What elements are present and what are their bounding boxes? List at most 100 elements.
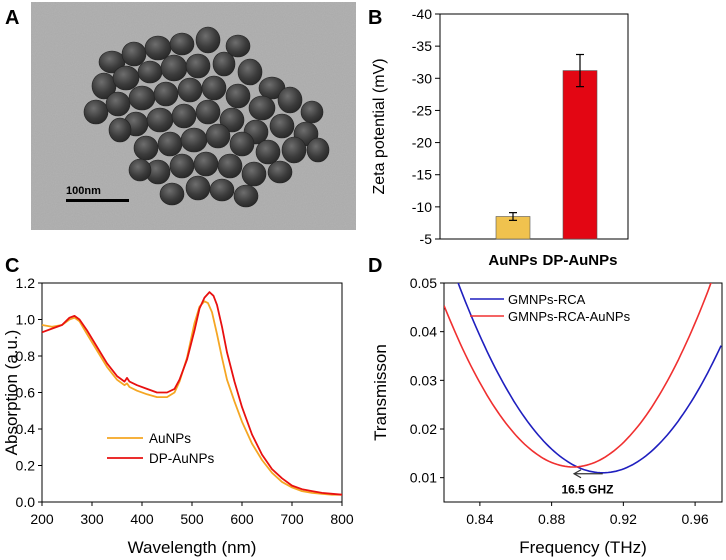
ytick-label: 1.2 xyxy=(16,275,36,291)
series-line-aunps xyxy=(41,300,342,496)
nanoparticle xyxy=(233,184,259,208)
nanoparticle xyxy=(153,81,179,107)
ytick-label: 0.6 xyxy=(16,385,36,401)
panel-label-b: B xyxy=(368,7,382,29)
xtick-label: 0.84 xyxy=(466,511,493,527)
xtick-label: 0.96 xyxy=(681,511,708,527)
legend-label: GMNPs-RCA xyxy=(508,292,586,307)
y-axis-title: Zeta potential (mV) xyxy=(371,58,388,194)
nanoparticle xyxy=(160,54,188,82)
absorption-spectra-chart: 200 300 400 500 600 700 800 0.0 0.2 0.4 0.6 0.8 1.0 1… xyxy=(2,275,354,557)
ytick-label: -5 xyxy=(420,231,433,247)
category-label: AuNPs xyxy=(488,252,537,269)
xtick-label: 700 xyxy=(280,511,304,527)
nanoparticle xyxy=(219,107,245,133)
tem-scale-bar-label: 100nm xyxy=(66,185,101,197)
nanoparticle xyxy=(137,60,163,84)
ytick-label: 0.8 xyxy=(16,348,36,364)
legend-label: DP-AuNPs xyxy=(149,451,215,466)
x-axis-title: Wavelength (nm) xyxy=(128,538,257,557)
nanoparticle xyxy=(300,100,324,124)
legend-label: GMNPs-RCA-AuNPs xyxy=(508,309,631,324)
nanoparticle xyxy=(248,95,276,121)
tem-image: 100nm xyxy=(31,2,356,230)
series-line-gmnps-rca xyxy=(457,283,722,474)
nanoparticle xyxy=(121,41,147,67)
ytick-label: -15 xyxy=(412,167,432,183)
nanoparticle xyxy=(157,131,183,157)
legend-label: AuNPs xyxy=(149,431,191,446)
legend: AuNPs DP-AuNPs xyxy=(107,431,215,466)
ytick-label: -35 xyxy=(412,38,432,54)
y-axis-title: Absorption (a.u.) xyxy=(2,330,21,456)
transmission-curves xyxy=(444,283,722,474)
nanoparticle xyxy=(205,123,231,149)
nanoparticle xyxy=(105,91,131,117)
x-axis-title: Frequency (THz) xyxy=(519,538,647,557)
absorption-plot-frame xyxy=(41,282,343,503)
nanoparticle xyxy=(171,103,197,129)
nanoparticle xyxy=(241,161,267,187)
transmission-plot-frame xyxy=(443,282,723,503)
nanoparticle xyxy=(112,65,140,91)
xtick-label: 400 xyxy=(130,511,154,527)
bar-dp-aunps xyxy=(562,70,598,240)
nanoparticle xyxy=(281,136,307,164)
ytick-label: -25 xyxy=(412,102,432,118)
ytick-label: 0.0 xyxy=(16,494,36,510)
annotation-label: 16.5 GHZ xyxy=(561,482,613,496)
xtick-label: 600 xyxy=(230,511,254,527)
ytick-label: -40 xyxy=(412,6,432,22)
nanoparticle xyxy=(144,35,172,61)
nanoparticle xyxy=(195,99,221,125)
ytick-label: -20 xyxy=(412,135,432,151)
nanoparticle xyxy=(217,153,243,179)
category-label: DP-AuNPs xyxy=(542,252,617,269)
legend: GMNPs-RCA GMNPs-RCA-AuNPs xyxy=(470,292,631,324)
nanoparticle xyxy=(306,137,330,163)
xtick-label: 0.88 xyxy=(538,511,565,527)
nanoparticle xyxy=(169,32,195,56)
nanoparticle xyxy=(177,77,203,103)
xtick-label: 0.92 xyxy=(610,511,637,527)
ytick-label: 0.01 xyxy=(410,470,437,486)
zeta-potential-chart: -5 -10 -15 -20 -25 -30 -35 -40 AuNPs DP-AuNPs Zeta… xyxy=(371,6,629,269)
nanoparticle xyxy=(159,182,185,206)
nanoparticle xyxy=(169,153,195,179)
nanoparticle xyxy=(180,127,208,153)
nanoparticle xyxy=(225,83,251,109)
tem-scale-bar xyxy=(66,199,129,202)
transmission-chart: 0.84 0.88 0.92 0.96 0.01 0.02 0.03 0.04 0.05 GMNP… xyxy=(371,275,723,557)
nanoparticle xyxy=(225,34,251,58)
ytick-label: -30 xyxy=(412,70,432,86)
nanoparticle xyxy=(193,151,219,177)
nanoparticle xyxy=(201,75,227,101)
xtick-label: 300 xyxy=(80,511,104,527)
ytick-label: 0.4 xyxy=(16,421,36,437)
nanoparticle xyxy=(128,85,156,111)
nanoparticle xyxy=(277,86,303,114)
nanoparticle xyxy=(108,117,132,143)
nanoparticle xyxy=(212,51,236,77)
ytick-label: 1.0 xyxy=(16,312,36,328)
ytick-label: -10 xyxy=(412,199,432,215)
nanoparticle xyxy=(269,113,295,139)
nanoparticle xyxy=(146,107,174,133)
ytick-label: 0.02 xyxy=(410,421,437,437)
nanoparticle xyxy=(133,135,159,161)
nanoparticle xyxy=(83,99,109,125)
xtick-label: 500 xyxy=(180,511,204,527)
nanoparticle xyxy=(267,160,293,184)
ytick-label: 0.05 xyxy=(410,275,437,291)
nanoparticle xyxy=(237,58,263,86)
series-line-dp-aunps xyxy=(41,291,343,496)
annotation-arrowhead xyxy=(572,469,582,479)
zeta-plot-frame xyxy=(439,13,629,240)
panel-label-a: A xyxy=(5,7,19,29)
series-line-gmnps-rca-aunps xyxy=(444,283,712,468)
nanoparticle xyxy=(229,131,255,157)
nanoparticle-cluster xyxy=(83,26,330,208)
xtick-label: 800 xyxy=(330,511,354,527)
ytick-label: 0.04 xyxy=(410,324,437,340)
